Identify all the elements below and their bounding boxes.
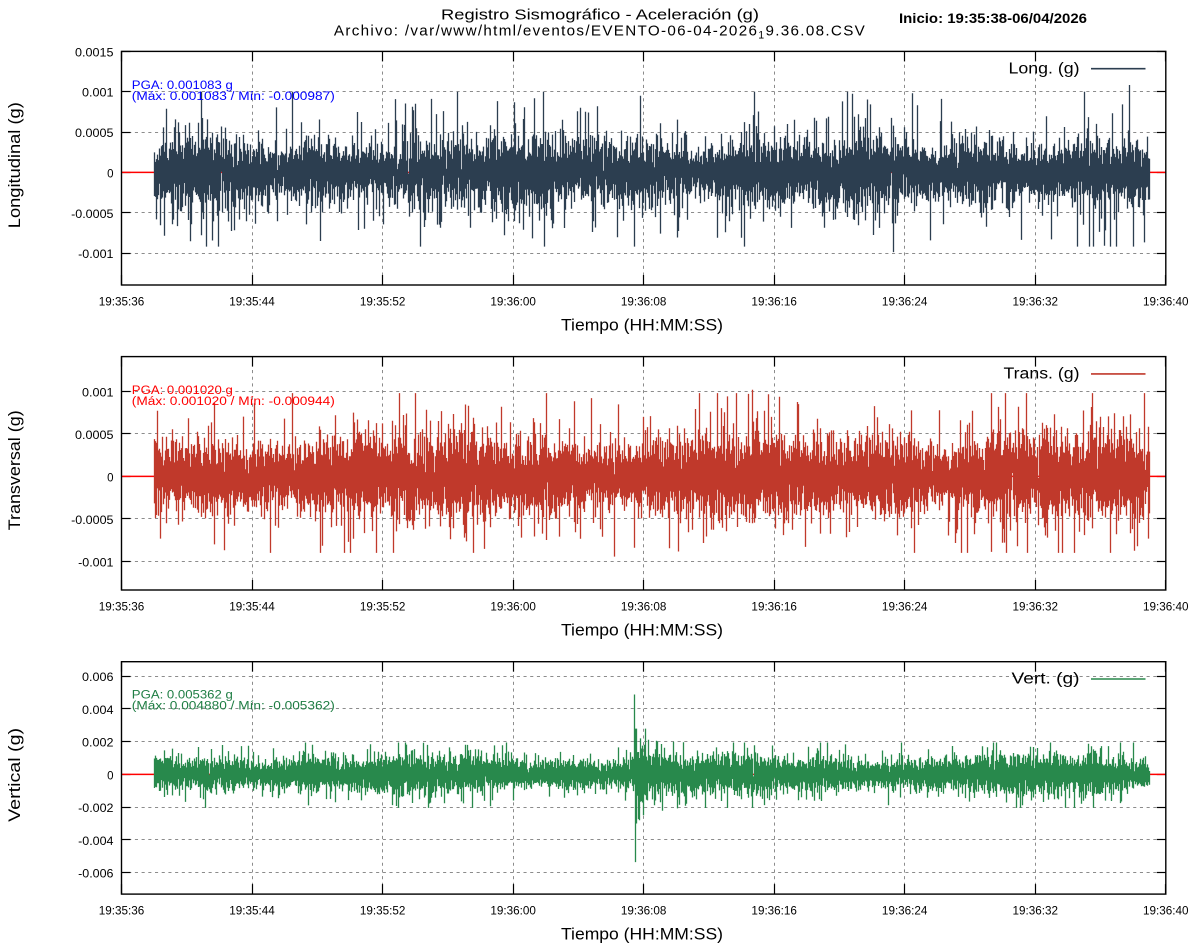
svg-text:Trans. (g): Trans. (g) xyxy=(1004,366,1080,383)
svg-text:0.0005: 0.0005 xyxy=(75,430,114,442)
svg-text:19:36:24: 19:36:24 xyxy=(882,297,928,309)
svg-text:19:36:32: 19:36:32 xyxy=(1013,906,1059,918)
svg-text:0.0005: 0.0005 xyxy=(75,128,114,140)
svg-text:Long. (g): Long. (g) xyxy=(1009,60,1080,77)
svg-text:Vert. (g): Vert. (g) xyxy=(1012,671,1080,688)
svg-text:19:35:52: 19:35:52 xyxy=(360,602,406,614)
svg-text:19:36:32: 19:36:32 xyxy=(1013,297,1059,309)
svg-text:-0.001: -0.001 xyxy=(78,249,113,261)
svg-text:19:36:00: 19:36:00 xyxy=(490,297,536,309)
svg-text:Tiempo (HH:MM:SS): Tiempo (HH:MM:SS) xyxy=(561,925,723,944)
svg-text:Vertical (g): Vertical (g) xyxy=(5,728,24,822)
svg-text:19:36:08: 19:36:08 xyxy=(621,602,667,614)
svg-text:-0.004: -0.004 xyxy=(78,836,114,848)
svg-text:19:36:08: 19:36:08 xyxy=(621,297,667,309)
svg-text:19:36:08: 19:36:08 xyxy=(621,906,667,918)
svg-text:0: 0 xyxy=(107,168,113,180)
svg-text:19:35:44: 19:35:44 xyxy=(229,906,275,918)
svg-text:PGA: 0.001083 g: PGA: 0.001083 g xyxy=(132,80,233,92)
svg-text:0.006: 0.006 xyxy=(82,672,114,684)
svg-text:19:35:36: 19:35:36 xyxy=(99,297,145,309)
svg-text:Registro Sismográfico - Aceler: Registro Sismográfico - Aceleración (g) xyxy=(441,6,759,23)
svg-text:0.0015: 0.0015 xyxy=(75,47,114,59)
svg-text:19:36:40: 19:36:40 xyxy=(1143,602,1189,614)
svg-text:19:35:36: 19:35:36 xyxy=(99,602,145,614)
svg-text:19:35:52: 19:35:52 xyxy=(360,906,406,918)
svg-text:19:36:16: 19:36:16 xyxy=(751,906,797,918)
svg-text:-0.006: -0.006 xyxy=(78,869,113,881)
svg-text:0.001: 0.001 xyxy=(82,88,114,100)
svg-text:19:36:24: 19:36:24 xyxy=(882,906,928,918)
svg-text:0: 0 xyxy=(107,472,113,484)
svg-text:-0.0005: -0.0005 xyxy=(71,515,113,527)
svg-text:19:35:44: 19:35:44 xyxy=(229,297,275,309)
svg-text:Archivo: /var/www/html/eventos: Archivo: /var/www/html/eventos/EVENTO-06… xyxy=(334,22,866,41)
svg-text:PGA: 0.001020 g: PGA: 0.001020 g xyxy=(132,385,233,397)
svg-text:19:36:32: 19:36:32 xyxy=(1013,602,1059,614)
svg-text:19:36:00: 19:36:00 xyxy=(490,906,536,918)
svg-text:19:36:24: 19:36:24 xyxy=(882,602,928,614)
svg-text:19:36:00: 19:36:00 xyxy=(490,602,536,614)
svg-text:(Máx: 0.001020 / Mín: -0.00094: (Máx: 0.001020 / Mín: -0.000944) xyxy=(132,396,335,408)
svg-text:Longitudinal (g): Longitudinal (g) xyxy=(5,102,24,228)
svg-text:0.001: 0.001 xyxy=(82,387,114,399)
svg-text:19:35:52: 19:35:52 xyxy=(360,297,406,309)
svg-text:Tiempo (HH:MM:SS): Tiempo (HH:MM:SS) xyxy=(561,621,723,640)
svg-text:0: 0 xyxy=(107,770,113,782)
svg-text:19:36:16: 19:36:16 xyxy=(751,602,797,614)
svg-text:Transversal (g): Transversal (g) xyxy=(5,410,24,530)
svg-text:(Máx: 0.001083 / Mín: -0.00098: (Máx: 0.001083 / Mín: -0.000987) xyxy=(132,91,335,103)
svg-text:-0.001: -0.001 xyxy=(78,557,113,569)
svg-text:Inicio: 19:35:38-06/04/2026: Inicio: 19:35:38-06/04/2026 xyxy=(899,10,1087,26)
svg-text:(Máx: 0.004880 / Mín: -0.00536: (Máx: 0.004880 / Mín: -0.005362) xyxy=(132,701,335,713)
svg-text:19:36:40: 19:36:40 xyxy=(1143,297,1189,309)
svg-text:19:36:16: 19:36:16 xyxy=(751,297,797,309)
svg-text:0.002: 0.002 xyxy=(82,738,114,750)
svg-text:0.004: 0.004 xyxy=(82,705,114,717)
svg-text:PGA: 0.005362 g: PGA: 0.005362 g xyxy=(132,690,233,702)
svg-text:Tiempo (HH:MM:SS): Tiempo (HH:MM:SS) xyxy=(561,316,723,335)
svg-text:19:35:36: 19:35:36 xyxy=(99,906,145,918)
svg-text:19:35:44: 19:35:44 xyxy=(229,602,275,614)
svg-text:19:36:40: 19:36:40 xyxy=(1143,906,1189,918)
svg-text:-0.0005: -0.0005 xyxy=(71,209,113,221)
svg-text:-0.002: -0.002 xyxy=(78,803,113,815)
